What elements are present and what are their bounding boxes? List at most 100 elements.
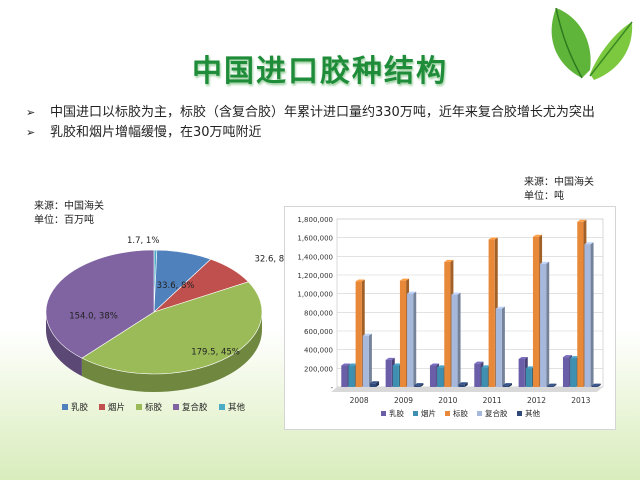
pie-side-标胶 xyxy=(81,312,262,392)
bar-其他-2011 xyxy=(502,385,510,387)
leaf-decoration-icon xyxy=(551,7,633,80)
bar-top xyxy=(385,357,395,360)
bar-烟片-2012 xyxy=(525,368,532,387)
y-tick-label: 200,000 xyxy=(304,365,333,373)
bar-top xyxy=(444,259,454,262)
legend-label-烟片: 烟片 xyxy=(421,408,436,418)
bar-烟片-2009 xyxy=(392,365,399,387)
bar-top xyxy=(591,383,601,386)
bar-side xyxy=(590,242,594,387)
legend-swatch-复合胶 xyxy=(477,411,482,416)
y-tick-label: 1,800,000 xyxy=(297,216,333,224)
bar-乳胶-2008 xyxy=(341,365,348,387)
x-tick-label: 2010 xyxy=(438,396,457,405)
legend-label-标胶: 标胶 xyxy=(145,402,163,413)
bar-乳胶-2010 xyxy=(429,365,437,387)
bar-top xyxy=(532,234,543,237)
pie-source-note: 来源：中国海关 单位：百万吨 xyxy=(34,200,104,228)
bar-标胶-2013 xyxy=(577,221,584,387)
x-tick-label: 2008 xyxy=(350,396,369,405)
legend-swatch-复合胶 xyxy=(173,404,179,410)
pie-slice-复合胶 xyxy=(45,249,155,359)
legend-swatch-其他 xyxy=(219,404,225,410)
legend-label-乳胶: 乳胶 xyxy=(71,402,89,413)
bar-top xyxy=(474,361,484,364)
pie-chart: 1.7, 1% 33.6, 8% 32.6, 8% 179.5, 45% 154.0, … xyxy=(45,236,284,413)
y-tick-label: 1,000,000 xyxy=(297,291,333,299)
bullet-text: 中国进口以标胶为主，标胶（含复合胶）年累计进口量约330万吨，近年来复合胶增长尤… xyxy=(50,105,595,120)
legend-label-复合胶: 复合胶 xyxy=(182,402,208,413)
bar-top xyxy=(355,279,365,282)
bar-side xyxy=(376,381,380,387)
bar-side xyxy=(597,383,601,387)
bar-标胶-2010 xyxy=(444,261,451,387)
bar-top xyxy=(341,363,351,366)
bar-烟片-2011 xyxy=(481,367,488,387)
pie-unit: 单位：百万吨 xyxy=(34,215,94,226)
bar-乳胶-2013 xyxy=(562,357,570,387)
bar-top xyxy=(525,366,535,369)
legend-swatch-标胶 xyxy=(445,411,450,416)
bar-top xyxy=(362,333,372,336)
bar-top xyxy=(429,363,440,366)
pie-label-烟片: 32.6, 8% xyxy=(254,254,284,264)
bar-复合胶-2008 xyxy=(362,335,369,387)
legend-swatch-乳胶 xyxy=(381,411,386,416)
bar-top xyxy=(437,365,447,368)
y-tick-label: 1,600,000 xyxy=(297,235,333,243)
legend-swatch-烟片 xyxy=(413,411,418,416)
pie-chart-panel: 来源：中国海关 单位：百万吨 1.7, 1% 33.6, 8% 32.6, 8% 17… xyxy=(22,196,284,436)
bar-其他-2009 xyxy=(414,385,421,387)
y-tick-label: 400,000 xyxy=(304,347,333,355)
bar-top xyxy=(547,383,557,386)
bar-side xyxy=(509,383,513,387)
bar-乳胶-2012 xyxy=(518,359,525,387)
slide-title: 中国进口胶种结构 xyxy=(192,54,448,89)
bar-top xyxy=(392,363,402,366)
bar-烟片-2010 xyxy=(437,367,444,387)
arrow-bullet-icon: ➢ xyxy=(26,106,36,119)
bullet-item: ➢ 中国进口以标胶为主，标胶（含复合胶）年累计进口量约330万吨，近年来复合胶增… xyxy=(26,104,616,122)
y-tick-label: - xyxy=(330,384,333,392)
arrow-bullet-icon: ➢ xyxy=(26,126,36,139)
y-tick-label: 600,000 xyxy=(304,328,333,336)
x-tick-label: 2013 xyxy=(571,396,590,405)
legend-swatch-乳胶 xyxy=(62,404,68,410)
bar-乳胶-2011 xyxy=(474,363,481,387)
legend-swatch-其他 xyxy=(517,411,522,416)
bar-标胶-2008 xyxy=(355,281,362,387)
legend-swatch-标胶 xyxy=(136,404,142,410)
bar-side xyxy=(368,333,372,387)
bar-复合胶-2013 xyxy=(584,244,591,387)
bar-top xyxy=(399,278,410,281)
pie-label-复合胶: 154.0, 38% xyxy=(69,311,118,321)
bullet-list: ➢ 中国进口以标胶为主，标胶（含复合胶）年累计进口量约330万吨，近年来复合胶增… xyxy=(26,104,616,144)
legend-label-复合胶: 复合胶 xyxy=(485,408,508,418)
bar-top xyxy=(481,365,491,368)
legend-label-标胶: 标胶 xyxy=(453,408,468,418)
bar-top xyxy=(570,356,580,359)
bar-top xyxy=(458,382,468,385)
pie-label-其他: 1.7, 1% xyxy=(127,236,159,246)
y-tick-label: 1,400,000 xyxy=(297,253,333,261)
bar-source: 来源：中国海关 xyxy=(524,177,594,188)
bar-side xyxy=(501,306,505,387)
legend-label-其他: 其他 xyxy=(525,408,540,418)
bar-top xyxy=(502,383,513,386)
bar-chart-frame: - 200,000 400,000 600,000 800,000 1,000,000 1,… xyxy=(284,206,616,430)
pie-slice-标胶 xyxy=(81,281,263,375)
legend-label-其他: 其他 xyxy=(228,402,246,413)
bar-side xyxy=(413,291,417,387)
bullet-text: 乳胶和烟片增幅缓慢，在30万吨附近 xyxy=(50,125,262,140)
bar-复合胶-2009 xyxy=(407,293,414,387)
bar-unit: 单位：吨 xyxy=(524,191,564,202)
bar-side xyxy=(553,383,557,387)
bar-top xyxy=(451,292,461,295)
bar-side xyxy=(464,382,468,387)
bar-其他-2010 xyxy=(458,384,465,387)
bar-top xyxy=(540,261,550,264)
bar-标胶-2012 xyxy=(532,236,540,387)
plot-area xyxy=(336,218,604,388)
bar-其他-2008 xyxy=(369,383,377,387)
x-tick-label: 2011 xyxy=(483,396,502,405)
